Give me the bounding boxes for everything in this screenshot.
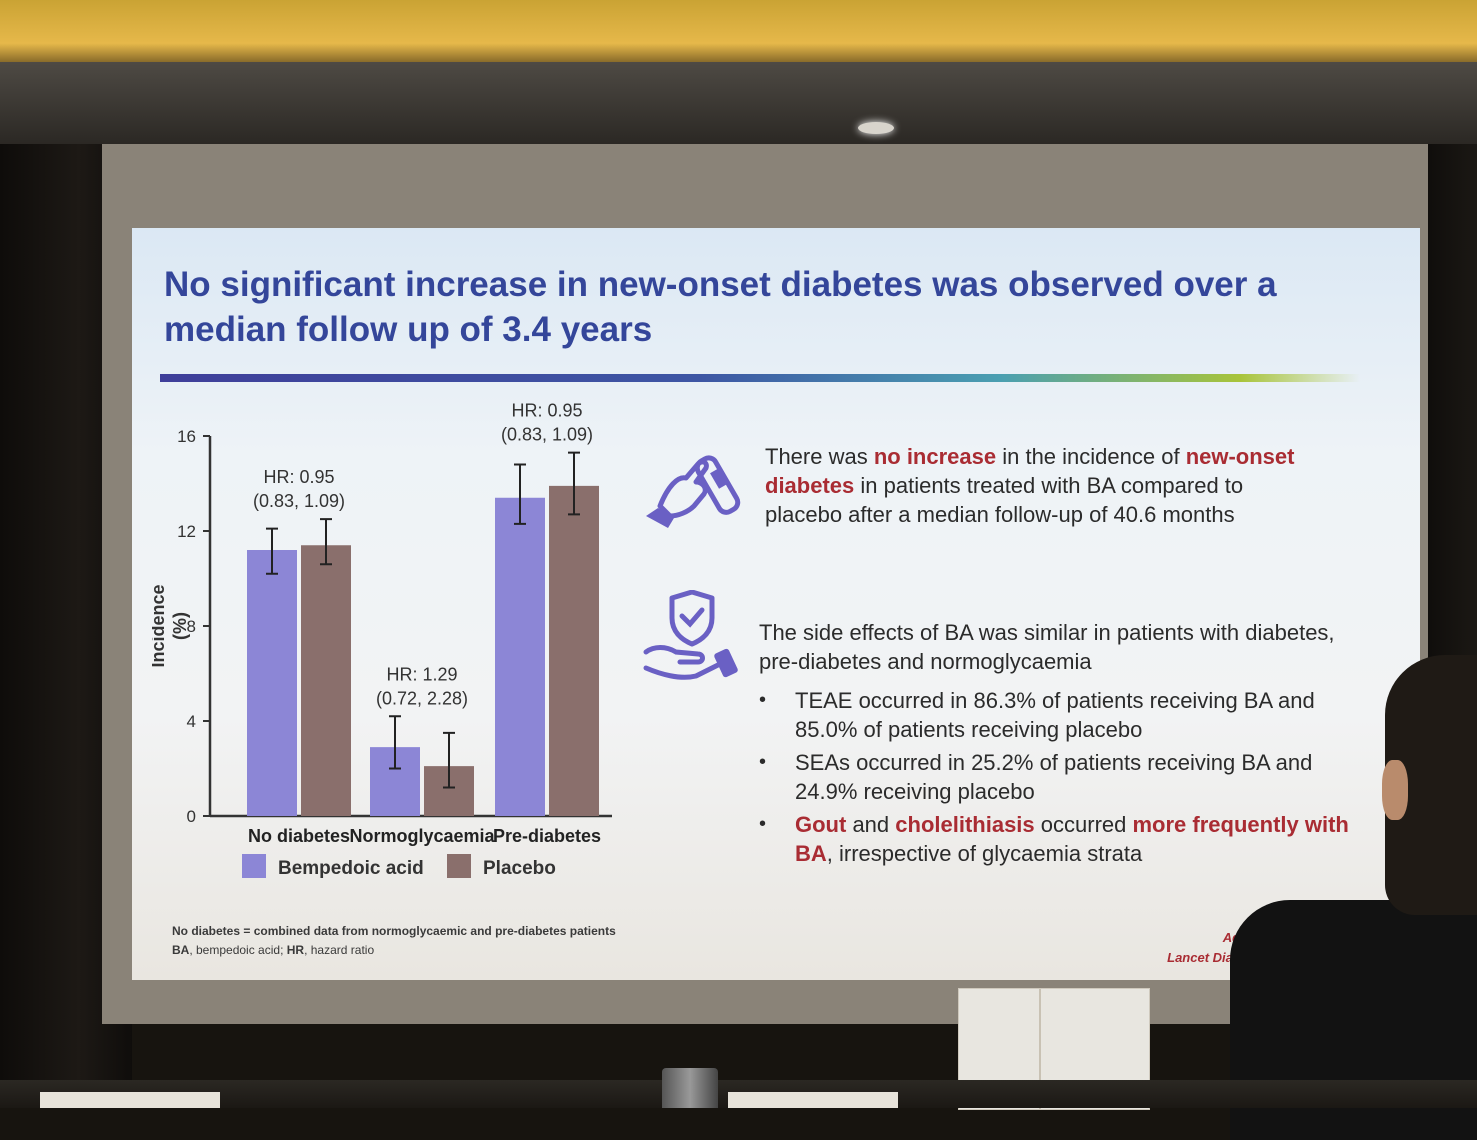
legend-label: Bempedoic acid xyxy=(278,858,424,879)
table-placard-center xyxy=(728,1092,898,1108)
point1-highlight-no-increase: no increase xyxy=(873,444,997,469)
x-category-label: No diabetes xyxy=(248,826,350,846)
shield-check-hand-icon xyxy=(640,589,740,695)
bullet3-more-frequently: more frequently with BA xyxy=(795,812,1349,866)
point-no-increase: There was no increase in the incidence o… xyxy=(765,442,1325,529)
side-effects-bullets: TEAE occurred in 86.3% of patients recei… xyxy=(759,686,1359,868)
title-divider xyxy=(160,374,1360,382)
x-category-label: Normoglycaemia xyxy=(349,826,495,846)
hr-label: HR: 0.95 xyxy=(511,401,582,421)
point1-highlight-new-onset: new-onset diabetes xyxy=(765,444,1295,498)
bullet3-occurred: occurred xyxy=(1034,812,1133,837)
footnote-line1: No diabetes = combined data from normogl… xyxy=(172,924,616,938)
table-placard-left xyxy=(40,1092,220,1108)
x-category-label: Pre-diabetes xyxy=(493,826,601,846)
bullet-teae: TEAE occurred in 86.3% of patients recei… xyxy=(759,686,1359,744)
slide-title: No significant increase in new-onset dia… xyxy=(164,265,1277,349)
abbr-ba-def: , bempedoic acid; xyxy=(189,943,287,957)
bar-bempedoic-acid xyxy=(247,550,297,816)
bullet-gout: Gout and cholelithiasis occurred more fr… xyxy=(759,810,1359,868)
y-axis-label: Incidence (%) xyxy=(152,584,190,667)
bullet3-cholelithiasis: cholelithiasis xyxy=(895,812,1035,837)
bullet3-and: and xyxy=(846,812,896,837)
audience-member-ear xyxy=(1382,760,1408,820)
incidence-bar-chart: 0 4 8 12 16 Incidence (%) No diabetes HR: 0.95 (0… xyxy=(152,401,612,879)
slide: No significant increase in new-onset dia… xyxy=(132,228,1420,980)
ceiling xyxy=(0,0,1477,62)
y-tick-label: 4 xyxy=(187,712,196,731)
legend-swatch-placebo xyxy=(447,854,471,878)
bullet3-tail: , irrespective of glycaemia strata xyxy=(826,841,1143,866)
hr-label: HR: 0.95 xyxy=(263,467,334,487)
side-effects-intro: The side effects of BA was similar in pa… xyxy=(759,620,1335,674)
point-side-effects: The side effects of BA was similar in pa… xyxy=(759,618,1359,872)
y-tick-label: 0 xyxy=(187,807,196,826)
abbr-hr-def: , hazard ratio xyxy=(304,943,375,957)
hr-ci-label: (0.83, 1.09) xyxy=(501,425,593,445)
footnote: No diabetes = combined data from normogl… xyxy=(172,922,616,960)
y-tick-label: 16 xyxy=(177,427,196,446)
bar-bempedoic-acid xyxy=(495,497,545,816)
bar-placebo xyxy=(301,545,351,816)
abbr-ba: BA xyxy=(172,943,190,957)
legend-label: Placebo xyxy=(483,858,556,879)
ceiling-light xyxy=(858,122,894,134)
legend-swatch-bempedoic-acid xyxy=(242,854,266,878)
bar-placebo xyxy=(549,485,599,816)
hr-label: HR: 1.29 xyxy=(386,664,457,684)
abbr-hr: HR xyxy=(286,943,305,957)
finger-glucose-meter-icon xyxy=(638,446,748,541)
bullet3-gout: Gout xyxy=(795,812,847,837)
point1-text-b: in the incidence of xyxy=(996,444,1186,469)
water-glass xyxy=(662,1068,718,1108)
hr-ci-label: (0.83, 1.09) xyxy=(253,491,345,511)
point1-text-a: There was xyxy=(765,444,874,469)
y-tick-label: 12 xyxy=(177,522,196,541)
hr-ci-label: (0.72, 2.28) xyxy=(376,688,468,708)
y-tick-label: 8 xyxy=(187,617,196,636)
bullet-seas: SEAs occurred in 25.2% of patients recei… xyxy=(759,748,1359,806)
ceiling-band xyxy=(0,62,1477,144)
point1-text-c: in patients treated with BA compared to … xyxy=(765,473,1244,527)
